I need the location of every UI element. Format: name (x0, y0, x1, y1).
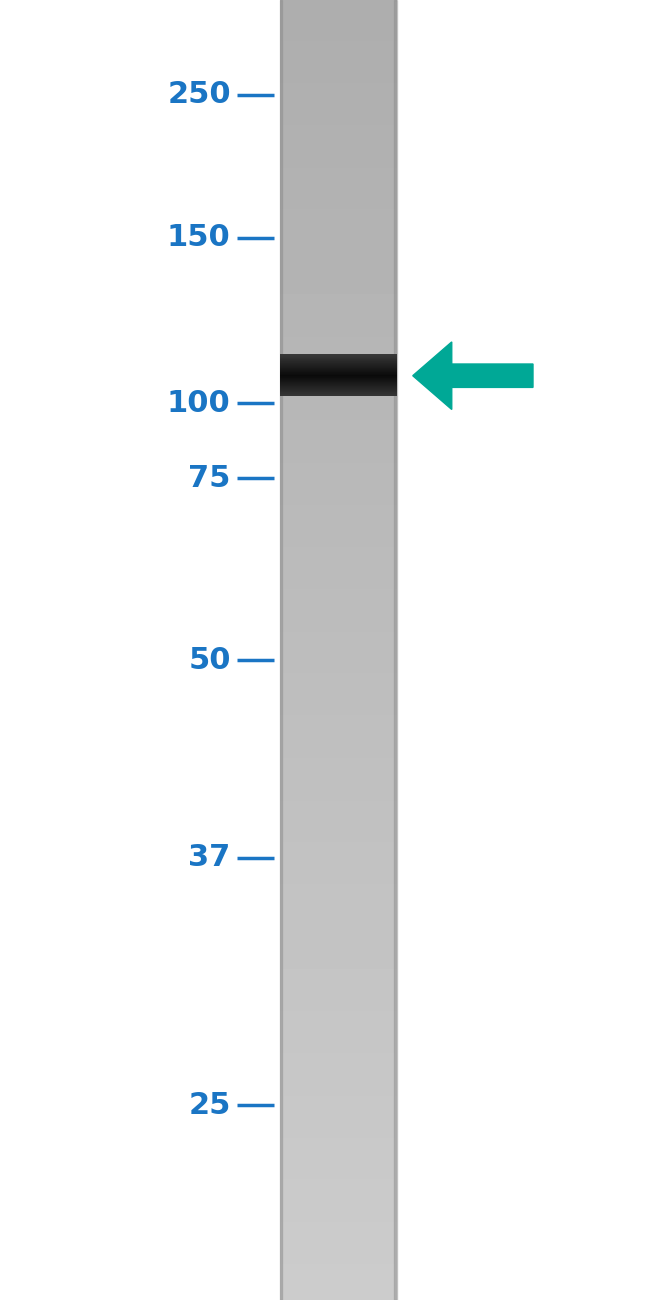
Text: 25: 25 (188, 1091, 231, 1119)
Bar (280, 0, 282, 1300)
Text: 250: 250 (167, 81, 231, 109)
Text: 37: 37 (188, 844, 231, 872)
Bar (394, 0, 396, 1300)
Text: 100: 100 (167, 389, 231, 417)
Text: 50: 50 (188, 646, 231, 675)
Polygon shape (413, 342, 533, 410)
Text: 75: 75 (188, 464, 231, 493)
Text: 150: 150 (167, 224, 231, 252)
